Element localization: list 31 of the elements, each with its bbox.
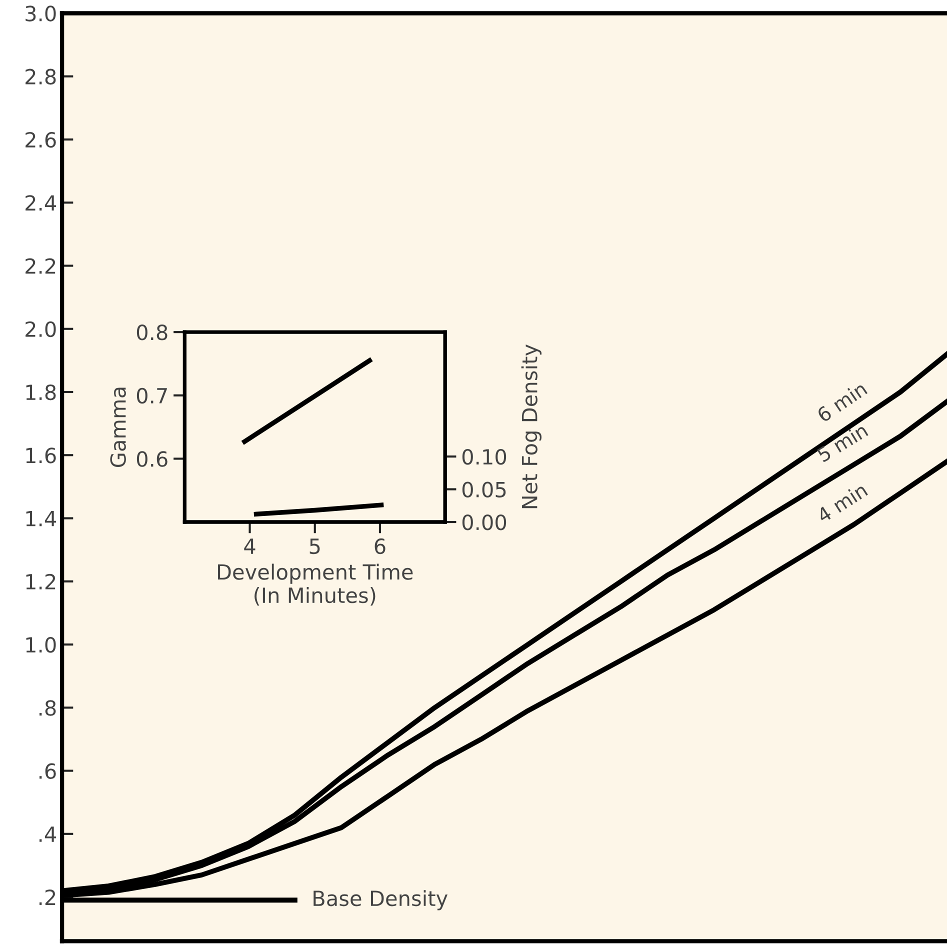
y-tick-label: 2.6 [26, 132, 56, 148]
y-tick-label: 2.8 [26, 68, 56, 85]
x-axis-title: Development Time (In Minutes) [218, 564, 413, 606]
x-tick-label: 6 [374, 538, 386, 554]
y-tick-label: 0.8 [136, 324, 168, 340]
y-tick-label: 1.0 [26, 636, 56, 653]
x-tick-label: 4 [244, 538, 256, 554]
y2-axis-title: Net Fog Density [521, 344, 542, 508]
y-tick-label: .8 [40, 700, 56, 716]
y-tick-label: 1.4 [26, 510, 56, 526]
y-tick-label: 1.2 [26, 574, 56, 590]
y-tick-label: .6 [40, 763, 56, 779]
y-tick-label: 0.6 [136, 451, 168, 467]
y-tick-label: 2.0 [26, 321, 56, 338]
text: 6 min [816, 380, 868, 423]
series-label: Base Density [314, 890, 448, 910]
y-tick-label: .2 [40, 889, 56, 905]
text: 5 min [816, 422, 868, 462]
text: 4 min [816, 482, 868, 524]
y-axis-title: Gamma [110, 388, 126, 468]
y2-tick-label: 0.05 [462, 482, 506, 498]
y2-tick-label: 0.00 [462, 514, 506, 530]
y-tick-label: 1.8 [26, 384, 56, 400]
y-tick-label: 3.0 [26, 6, 56, 22]
y-tick-label: .4 [40, 826, 56, 842]
y-tick-label: 2.4 [26, 195, 56, 211]
y-tick-label: 1.6 [26, 448, 56, 464]
y-tick-label: 0.7 [136, 388, 167, 404]
x-tick-label: 5 [310, 538, 320, 554]
y2-tick-label: 0.10 [462, 448, 506, 465]
y-tick-label: 2.2 [26, 258, 56, 274]
